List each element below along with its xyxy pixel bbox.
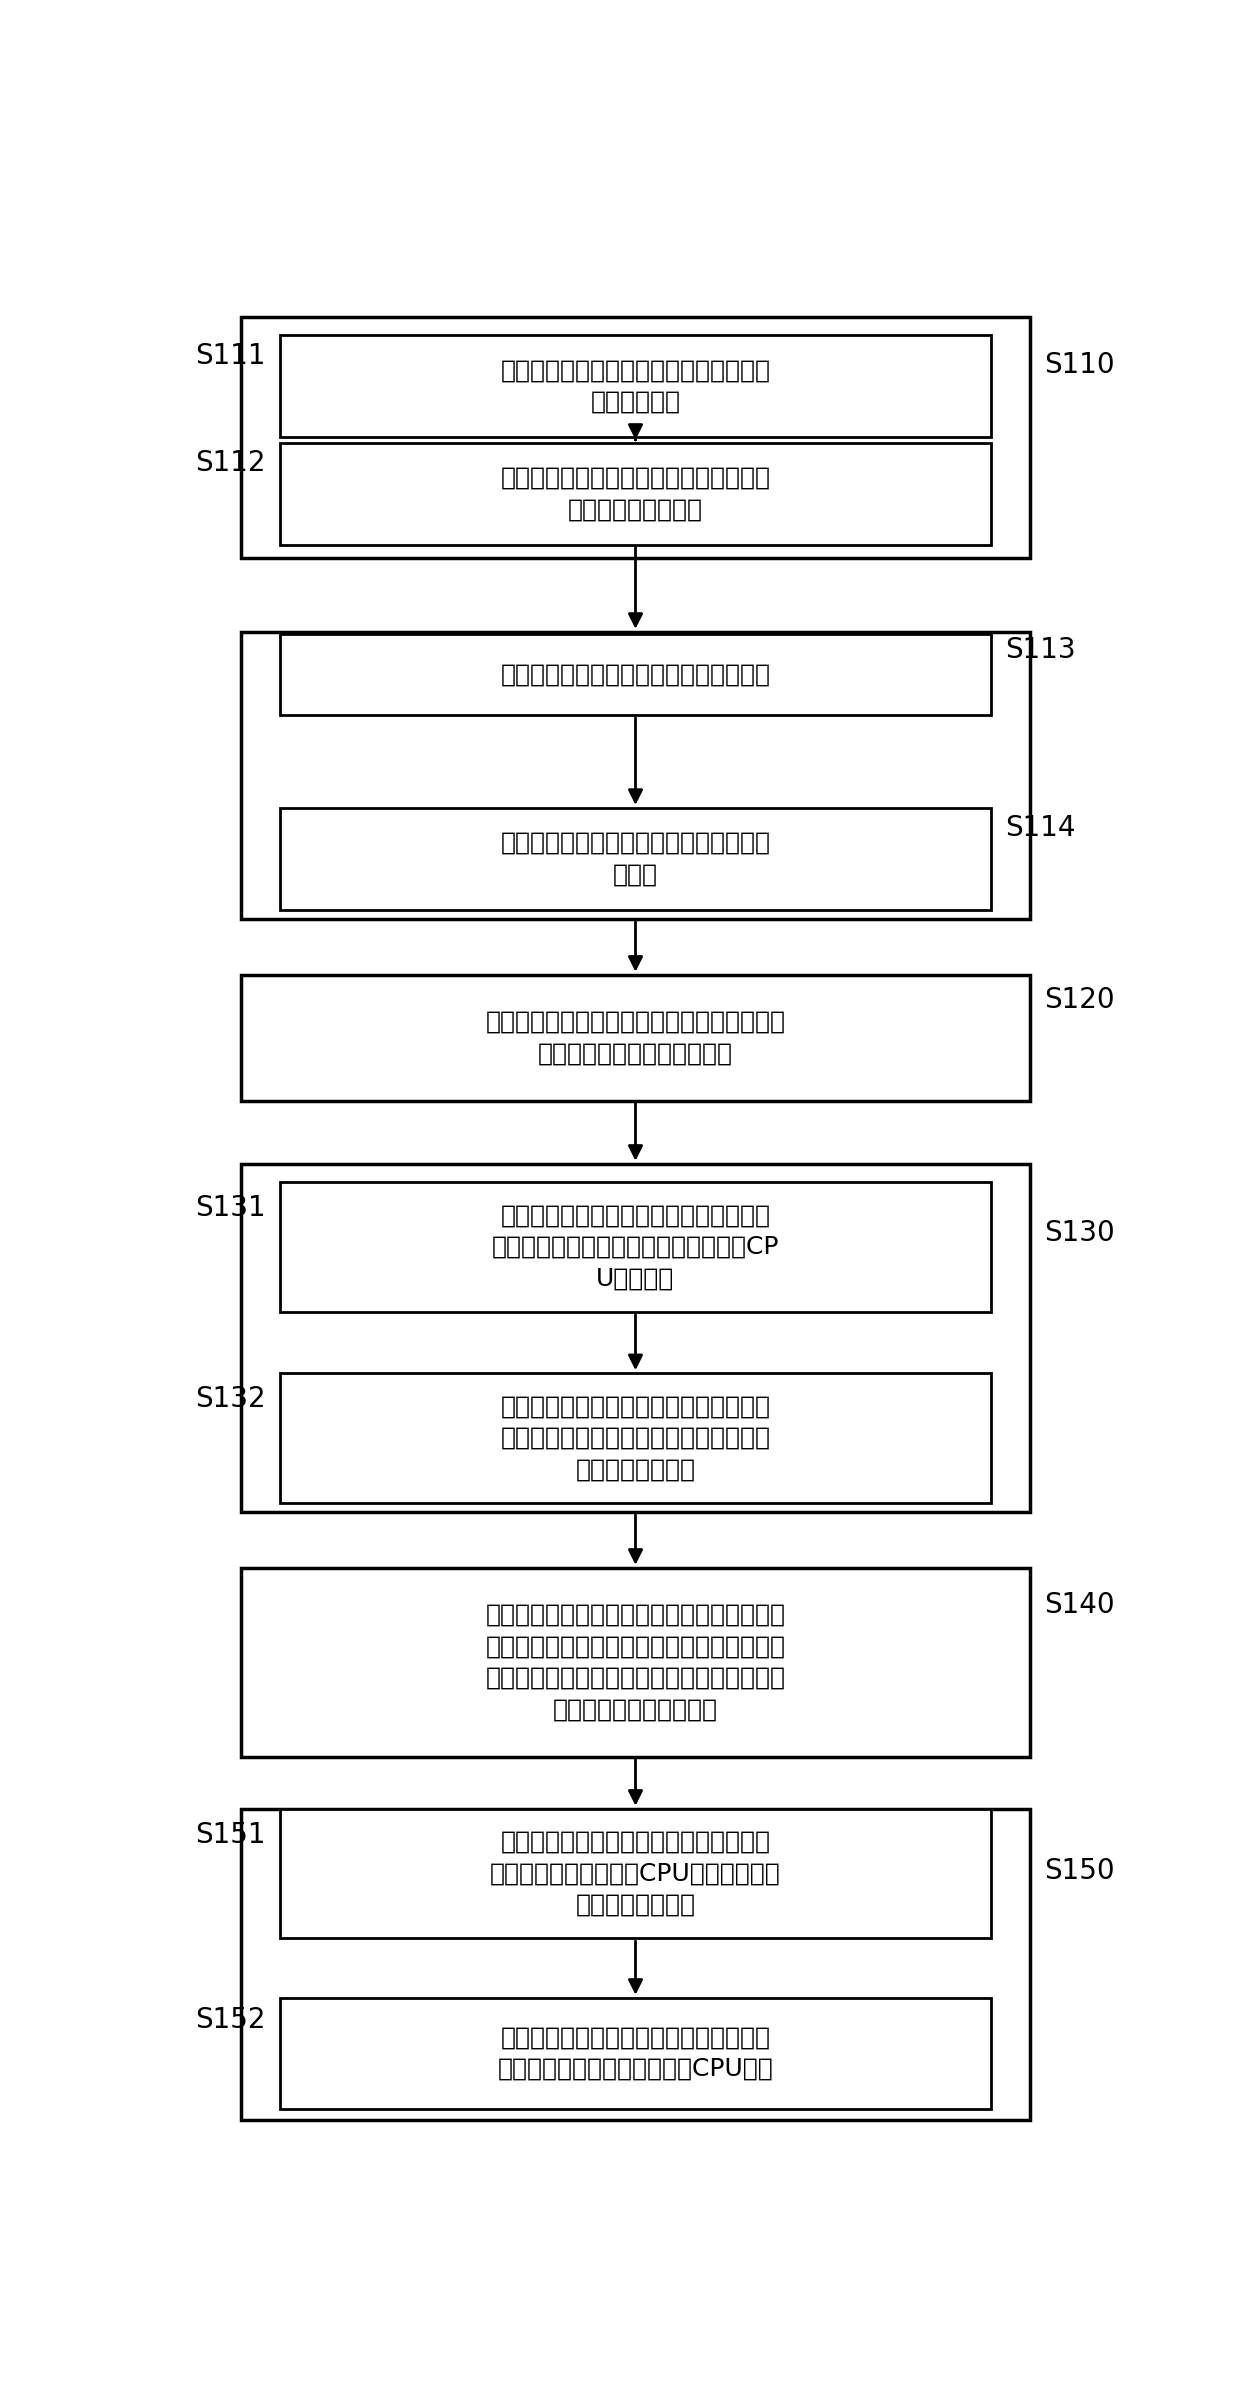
Text: S140: S140 [1044,1591,1115,1620]
Text: 根据比对结果确定所述应用场景是否为预
定场景: 根据比对结果确定所述应用场景是否为预 定场景 [501,830,770,886]
Text: 将所述后台进程锁定在小核处理器中，并
限制分配给所述小核处理器的CPU资源: 将所述后台进程锁定在小核处理器中，并 限制分配给所述小核处理器的CPU资源 [497,2024,774,2082]
Text: S132: S132 [195,1384,265,1413]
Text: 通过所述应用程序组件识别所述车载系统
当前所处的应用场景: 通过所述应用程序组件识别所述车载系统 当前所处的应用场景 [501,467,770,522]
Bar [280,1998,991,2109]
Bar [280,809,991,910]
Bar [280,1808,991,1938]
Text: 将所述目标接口信息与所述服务端接口信
息进行匹配，确定与所述目标接口文件匹
配的接口描述文件: 将所述目标接口信息与所述服务端接口信 息进行匹配，确定与所述目标接口文件匹 配的… [501,1394,770,1483]
Bar [280,633,991,715]
Text: 对所述应用场景对应的各个系统进程进行优先
级分级；其中，所述系统进程包括前台系统进
程和后台系统进程，所述前台系统进程的优先
级高于所述后台系统进程: 对所述应用场景对应的各个系统进程进行优先 级分级；其中，所述系统进程包括前台系统… [486,1603,785,1721]
Text: 若所述应用场景为预定场景，确定所述应用场
景下对应运行的各个系统进程: 若所述应用场景为预定场景，确定所述应用场 景下对应运行的各个系统进程 [486,1011,785,1066]
Bar [280,1372,991,1502]
Bar [242,975,1029,1100]
Text: 根据所述优先级将所述前台系统进程锁定
在大核处理器中，并将CPU资源优先分配
给所述大核处理器: 根据所述优先级将所述前台系统进程锁定 在大核处理器中，并将CPU资源优先分配 给… [490,1829,781,1916]
Text: S110: S110 [1044,351,1115,378]
Text: 将所述应用场景与预定场景之间进行比对: 将所述应用场景与预定场景之间进行比对 [501,662,770,686]
Text: S131: S131 [195,1194,265,1223]
Bar [242,1808,1029,2121]
Text: 根据车载系统的运行状态确定正在运行的
应用程序组件: 根据车载系统的运行状态确定正在运行的 应用程序组件 [501,359,770,414]
Bar [280,335,991,438]
Bar [242,631,1029,919]
Bar [280,1182,991,1312]
Text: S112: S112 [195,450,265,477]
Bar [242,1567,1029,1757]
Text: S130: S130 [1044,1220,1115,1247]
Text: S114: S114 [1006,814,1076,842]
Bar [280,443,991,544]
Text: 获取所述应用场景下对应的各个系统进程
，并通过驱动服务对所述系统进程进行CP
U提频操作: 获取所述应用场景下对应的各个系统进程 ，并通过驱动服务对所述系统进程进行CP U… [492,1204,779,1290]
Text: S152: S152 [195,2005,265,2034]
Bar [242,318,1029,558]
Text: S120: S120 [1044,987,1115,1013]
Text: S150: S150 [1044,1856,1115,1885]
Text: S113: S113 [1006,635,1076,664]
Bar [242,1163,1029,1512]
Text: S111: S111 [195,342,265,371]
Text: S151: S151 [195,1820,265,1849]
